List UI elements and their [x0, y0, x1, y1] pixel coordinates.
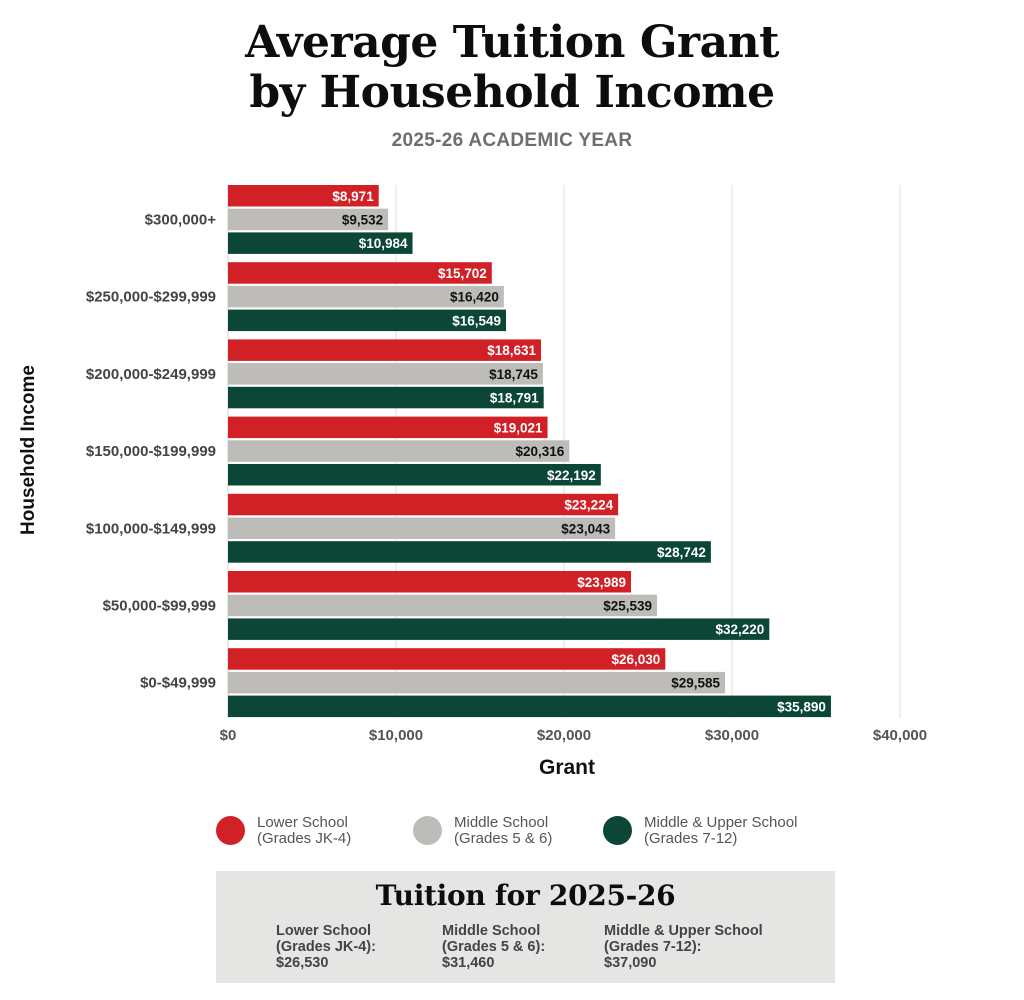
chart-title: Average Tuition Grant by Household Incom… — [0, 18, 1024, 118]
bar-value-label: $26,030 — [611, 652, 660, 667]
bar-lower-school — [228, 416, 548, 439]
bar-value-label: $9,532 — [342, 212, 383, 227]
tuition-lower-school-grades: (Grades JK-4): — [276, 939, 376, 955]
legend-label-line-2: (Grades JK-4) — [257, 830, 352, 847]
tuition-middle-school-grades: (Grades 5 & 6): — [442, 939, 546, 955]
tuition-middle-upper-school-amount: $37,090 — [604, 955, 657, 971]
y-tick-label: $200,000-$249,999 — [86, 366, 216, 383]
bar-middle-school — [228, 285, 504, 308]
bar-middle-upper-school — [228, 695, 831, 718]
x-axis-title: Grant — [538, 756, 595, 779]
bar-lower-school — [228, 571, 632, 593]
legend-label-middle-school: Middle School (Grades 5 & 6) — [454, 815, 694, 847]
bar-value-label: $23,224 — [564, 498, 613, 513]
bar-value-label: $28,742 — [657, 545, 706, 560]
bar-value-label: $23,989 — [577, 575, 626, 590]
bar-value-label: $25,539 — [603, 598, 652, 613]
bar-value-label: $32,220 — [715, 622, 764, 637]
legend-swatch-lower-school — [216, 816, 245, 845]
y-tick-label: $300,000+ — [145, 211, 217, 228]
y-tick-label: $0-$49,999 — [140, 675, 216, 692]
bar-lower-school — [228, 262, 492, 284]
bar-value-label: $19,021 — [494, 420, 543, 435]
y-tick-label: $50,000-$99,999 — [103, 597, 216, 614]
bar-middle-upper-school — [228, 464, 601, 486]
bar-middle-upper-school — [228, 618, 770, 640]
legend-swatch-middle-school — [413, 816, 442, 845]
legend-label-line-1: Lower School — [257, 814, 348, 831]
x-tick-label: $30,000 — [705, 727, 759, 744]
bar-lower-school — [228, 648, 666, 670]
bar-value-label: $18,631 — [487, 343, 536, 358]
legend-label-line-1: Middle School — [454, 814, 549, 831]
bar-middle-school — [228, 517, 616, 539]
bar-middle-school — [228, 594, 658, 617]
bar-middle-school — [228, 363, 543, 385]
tuition-panel: Tuition for 2025-26 Lower School (Grades… — [216, 871, 835, 983]
bar-lower-school — [228, 339, 542, 361]
bar-lower-school — [228, 493, 619, 516]
x-tick-label: $40,000 — [873, 727, 927, 744]
bar-middle-upper-school — [228, 386, 544, 409]
x-tick-label: $10,000 — [369, 727, 423, 744]
bar-lower-school — [228, 185, 379, 207]
y-tick-label: $100,000-$149,999 — [86, 520, 216, 537]
bar-value-label: $29,585 — [671, 676, 720, 691]
bar-value-label: $35,890 — [777, 699, 826, 714]
tuition-middle-upper-school: Middle & Upper School (Grades 7-12): $37… — [604, 923, 763, 971]
tuition-middle-upper-school-name: Middle & Upper School — [604, 923, 763, 939]
legend-label-line-2: (Grades 7-12) — [644, 830, 738, 847]
bar-value-label: $10,984 — [359, 236, 408, 251]
x-tick-label: $0 — [220, 727, 237, 744]
tuition-middle-school: Middle School (Grades 5 & 6): $31,460 — [442, 923, 545, 971]
legend-label-line-2: (Grades 5 & 6) — [454, 830, 553, 847]
x-tick-label: $20,000 — [537, 727, 591, 744]
legend: Lower School (Grades JK-4) Middle School… — [0, 812, 1024, 852]
tuition-lower-school: Lower School (Grades JK-4): $26,530 — [276, 923, 376, 971]
bar-value-label: $18,791 — [490, 391, 539, 406]
bar-middle-school — [228, 208, 389, 231]
bar-value-label: $15,702 — [438, 266, 487, 281]
tuition-middle-school-amount: $31,460 — [442, 955, 495, 971]
bar-middle-upper-school — [228, 232, 413, 254]
bar-value-label: $18,745 — [489, 367, 538, 382]
chart-subtitle: 2025-26 ACADEMIC YEAR — [391, 130, 633, 151]
bar-middle-school — [228, 440, 570, 462]
bar-chart: $0 $10,000 $20,000 $30,000 $40,000 $300,000+ $… — [86, 185, 927, 744]
bar-middle-upper-school — [228, 541, 711, 563]
bar-value-label: $20,316 — [515, 444, 564, 459]
bar-value-label: $16,549 — [452, 313, 501, 328]
legend-label-line-1: Middle & Upper School — [644, 814, 798, 831]
bar-value-label: $16,420 — [450, 290, 499, 305]
legend-label-lower-school: Lower School (Grades JK-4) — [257, 815, 497, 847]
bar-middle-school — [228, 671, 726, 694]
tuition-lower-school-amount: $26,530 — [276, 955, 329, 971]
y-tick-label: $150,000-$199,999 — [86, 443, 216, 460]
tuition-middle-school-name: Middle School — [442, 923, 541, 939]
bar-value-label: $23,043 — [561, 521, 610, 536]
tuition-panel-title: Tuition for 2025-26 — [375, 879, 676, 912]
chart-title-line-1: Average Tuition Grant — [245, 17, 779, 68]
tuition-lower-school-name: Lower School — [276, 923, 372, 939]
bar-middle-upper-school — [228, 309, 507, 332]
legend-label-middle-upper-school: Middle & Upper School (Grades 7-12) — [644, 815, 884, 847]
chart-title-line-2: by Household Income — [249, 67, 775, 118]
bar-value-label: $8,971 — [332, 189, 374, 204]
y-tick-label: $250,000-$299,999 — [86, 289, 216, 306]
legend-swatch-middle-upper-school — [603, 816, 632, 845]
bar-value-label: $22,192 — [547, 468, 596, 483]
tuition-middle-upper-school-grades: (Grades 7-12): — [604, 939, 702, 955]
